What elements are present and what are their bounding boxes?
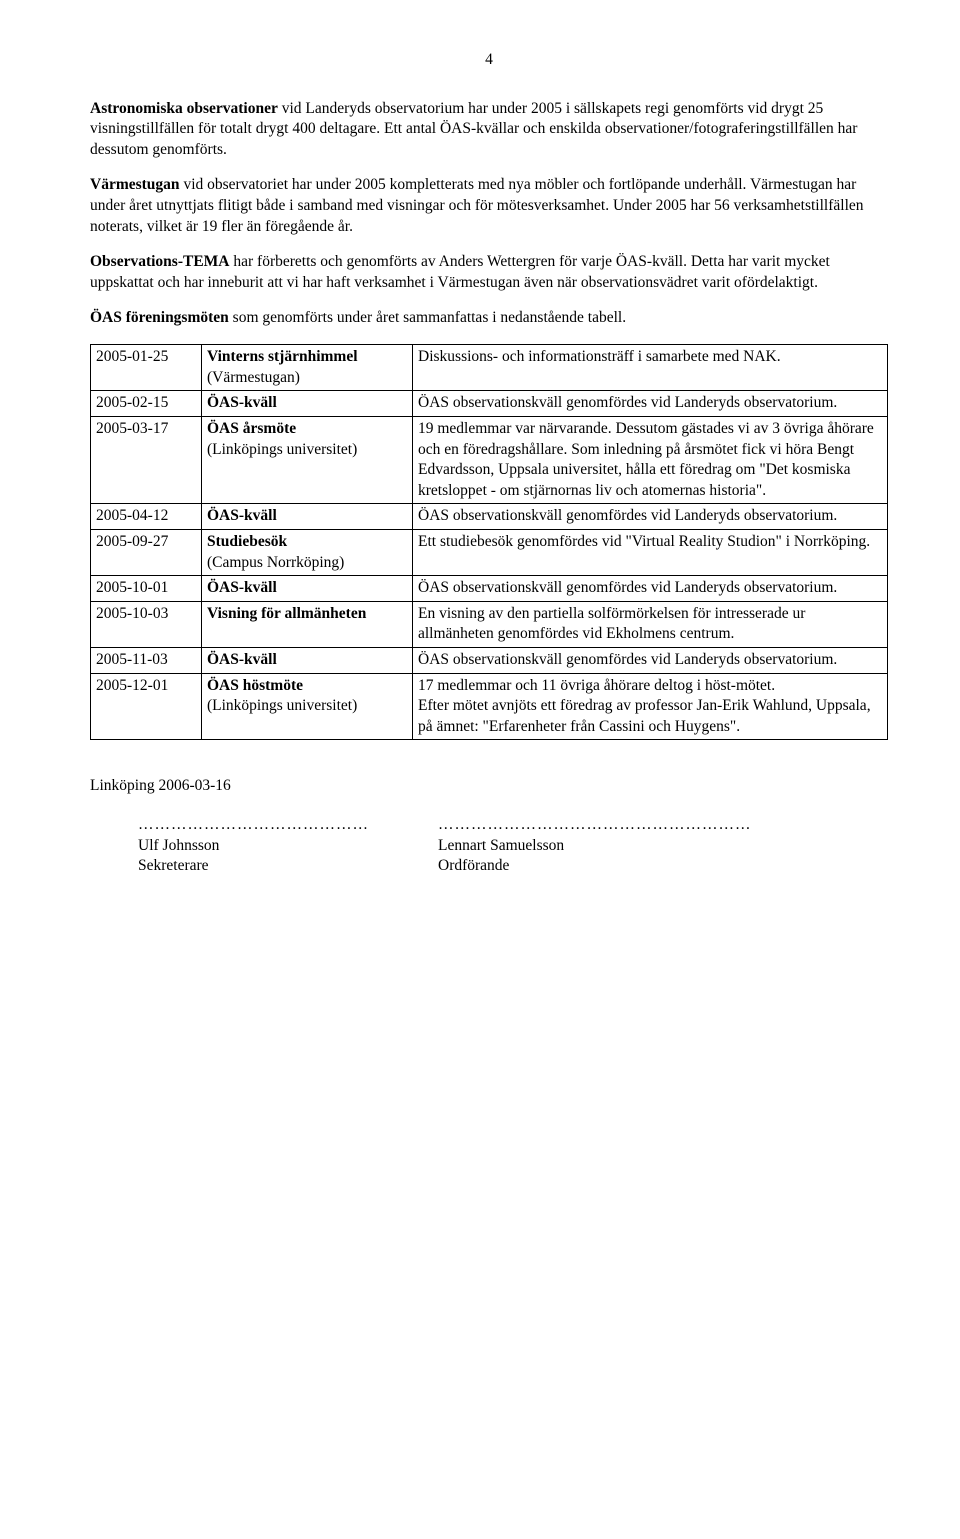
cell-description: 19 medlemmar var närvarande. Dessutom gä…	[413, 416, 888, 503]
para2-lead: Värmestugan	[90, 176, 180, 193]
cell-event: ÖAS-kväll	[202, 576, 413, 602]
table-row: 2005-12-01 ÖAS höstmöte (Linköpings univer…	[91, 673, 888, 740]
cell-description: ÖAS observationskväll genomfördes vid La…	[413, 504, 888, 530]
cell-description: En visning av den partiella solförmörkel…	[413, 601, 888, 647]
sig-role-left: Sekreterare	[90, 856, 438, 877]
cell-date: 2005-03-17	[91, 416, 202, 503]
signature-block: …………………………………… ………………………………………………… Ulf J…	[90, 815, 888, 877]
footer-place-date: Linköping 2006-03-16	[90, 776, 888, 797]
page-number: 4	[90, 50, 888, 71]
sig-dots-left: ……………………………………	[90, 815, 438, 836]
cell-description: 17 medlemmar och 11 övriga åhörare delto…	[413, 673, 888, 740]
cell-date: 2005-11-03	[91, 648, 202, 674]
table-row: 2005-11-03 ÖAS-kväll ÖAS observationskväll…	[91, 648, 888, 674]
event-title: ÖAS-kväll	[207, 507, 277, 524]
para1-lead: Astronomiska observationer	[90, 100, 278, 117]
cell-event: Visning för allmänheten	[202, 601, 413, 647]
paragraph-moten: ÖAS föreningsmöten som genomförts under …	[90, 308, 888, 329]
cell-event: ÖAS-kväll	[202, 391, 413, 417]
event-title: Vinterns stjärnhimmel	[207, 348, 358, 365]
event-title: ÖAS-kväll	[207, 394, 277, 411]
event-subtitle: (Campus Norrköping)	[207, 554, 344, 571]
para2-body: vid observatoriet har under 2005 komplet…	[90, 176, 864, 234]
event-title: ÖAS årsmöte	[207, 420, 296, 437]
cell-description: ÖAS observationskväll genomfördes vid La…	[413, 576, 888, 602]
table-row: 2005-02-15 ÖAS-kväll ÖAS observationskväll…	[91, 391, 888, 417]
meetings-table: 2005-01-25 Vinterns stjärnhimmel (Värmestu…	[90, 344, 888, 740]
event-title: ÖAS höstmöte	[207, 677, 303, 694]
cell-event: ÖAS-kväll	[202, 504, 413, 530]
cell-event: ÖAS-kväll	[202, 648, 413, 674]
cell-date: 2005-01-25	[91, 345, 202, 391]
event-subtitle: (Linköpings universitet)	[207, 441, 357, 458]
paragraph-observations-tema: Observations-TEMA har förberetts och gen…	[90, 252, 888, 293]
para4-lead: ÖAS föreningsmöten	[90, 309, 229, 326]
cell-description: Diskussions- och informationsträff i sam…	[413, 345, 888, 391]
paragraph-observations: Astronomiska observationer vid Landeryds…	[90, 99, 888, 161]
table-row: 2005-01-25 Vinterns stjärnhimmel (Värmestu…	[91, 345, 888, 391]
sig-role-right: Ordförande	[438, 856, 888, 877]
cell-event: ÖAS årsmöte (Linköpings universitet)	[202, 416, 413, 503]
para3-lead: Observations-TEMA	[90, 253, 230, 270]
event-title: ÖAS-kväll	[207, 651, 277, 668]
cell-event: Studiebesök (Campus Norrköping)	[202, 529, 413, 575]
cell-description: Ett studiebesök genomfördes vid "Virtual…	[413, 529, 888, 575]
cell-date: 2005-10-01	[91, 576, 202, 602]
event-title: ÖAS-kväll	[207, 579, 277, 596]
event-subtitle: (Värmestugan)	[207, 369, 300, 386]
paragraph-varmestugan: Värmestugan vid observatoriet har under …	[90, 175, 888, 237]
sig-name-right: Lennart Samuelsson	[438, 836, 888, 857]
table-row: 2005-09-27 Studiebesök (Campus Norrköping)…	[91, 529, 888, 575]
cell-description: ÖAS observationskväll genomfördes vid La…	[413, 648, 888, 674]
event-subtitle: (Linköpings universitet)	[207, 697, 357, 714]
event-title: Visning för allmänheten	[207, 605, 366, 622]
table-row: 2005-04-12 ÖAS-kväll ÖAS observationskväll…	[91, 504, 888, 530]
sig-dots-right: …………………………………………………	[438, 815, 888, 836]
para4-body: som genomförts under året sammanfattas i…	[229, 309, 626, 326]
table-row: 2005-10-03 Visning för allmänheten En visn…	[91, 601, 888, 647]
cell-date: 2005-10-03	[91, 601, 202, 647]
cell-description: ÖAS observationskväll genomfördes vid La…	[413, 391, 888, 417]
table-row: 2005-03-17 ÖAS årsmöte (Linköpings univers…	[91, 416, 888, 503]
cell-date: 2005-12-01	[91, 673, 202, 740]
table-row: 2005-10-01 ÖAS-kväll ÖAS observationskväll…	[91, 576, 888, 602]
sig-name-left: Ulf Johnsson	[90, 836, 438, 857]
cell-event: ÖAS höstmöte (Linköpings universitet)	[202, 673, 413, 740]
cell-event: Vinterns stjärnhimmel (Värmestugan)	[202, 345, 413, 391]
cell-date: 2005-09-27	[91, 529, 202, 575]
cell-date: 2005-04-12	[91, 504, 202, 530]
event-title: Studiebesök	[207, 533, 287, 550]
cell-date: 2005-02-15	[91, 391, 202, 417]
